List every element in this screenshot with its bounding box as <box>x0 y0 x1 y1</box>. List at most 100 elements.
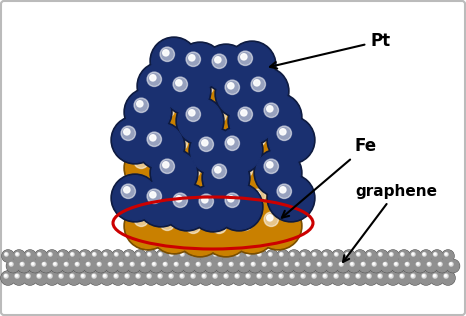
Circle shape <box>255 239 265 249</box>
Circle shape <box>228 206 276 254</box>
Circle shape <box>104 275 105 276</box>
Circle shape <box>130 262 134 266</box>
Circle shape <box>343 271 356 284</box>
Circle shape <box>192 253 194 255</box>
Circle shape <box>225 243 235 253</box>
Circle shape <box>274 263 275 264</box>
Circle shape <box>445 275 446 276</box>
Circle shape <box>111 271 124 284</box>
Circle shape <box>150 192 156 198</box>
Circle shape <box>218 262 222 266</box>
Circle shape <box>244 250 256 262</box>
Circle shape <box>434 253 436 255</box>
Circle shape <box>202 197 208 203</box>
Circle shape <box>364 271 378 285</box>
Circle shape <box>111 271 125 285</box>
Circle shape <box>112 250 124 262</box>
Circle shape <box>310 250 322 262</box>
Circle shape <box>27 253 29 255</box>
Circle shape <box>204 46 248 90</box>
Circle shape <box>197 245 200 248</box>
Circle shape <box>441 271 454 284</box>
Circle shape <box>306 262 310 266</box>
Circle shape <box>403 260 415 272</box>
Circle shape <box>386 271 400 285</box>
Circle shape <box>141 262 145 266</box>
Circle shape <box>284 262 288 266</box>
Circle shape <box>288 250 300 262</box>
Circle shape <box>15 252 19 256</box>
Circle shape <box>84 260 96 272</box>
Circle shape <box>45 271 59 285</box>
Circle shape <box>212 219 226 234</box>
Circle shape <box>59 274 63 278</box>
Circle shape <box>195 243 205 253</box>
Circle shape <box>324 275 326 276</box>
Circle shape <box>137 179 185 227</box>
Circle shape <box>183 244 184 245</box>
Circle shape <box>228 196 234 202</box>
Circle shape <box>46 250 58 262</box>
Circle shape <box>337 260 349 272</box>
Circle shape <box>387 250 398 262</box>
Circle shape <box>13 250 25 262</box>
Circle shape <box>176 139 182 145</box>
Circle shape <box>228 139 234 145</box>
Circle shape <box>228 97 276 145</box>
Circle shape <box>38 252 41 256</box>
Circle shape <box>431 250 443 262</box>
Circle shape <box>258 275 260 276</box>
Circle shape <box>48 274 52 278</box>
Circle shape <box>431 271 444 284</box>
Circle shape <box>163 162 169 168</box>
Circle shape <box>251 132 266 147</box>
Circle shape <box>73 260 85 272</box>
Circle shape <box>126 90 170 134</box>
Circle shape <box>202 140 208 146</box>
Circle shape <box>441 271 455 285</box>
Circle shape <box>270 236 280 246</box>
Circle shape <box>40 260 52 272</box>
Circle shape <box>26 274 30 278</box>
Circle shape <box>356 274 360 278</box>
Circle shape <box>121 184 136 198</box>
Circle shape <box>204 156 248 200</box>
Circle shape <box>20 262 24 266</box>
Circle shape <box>191 72 235 116</box>
Circle shape <box>194 260 206 272</box>
Circle shape <box>230 99 274 143</box>
Circle shape <box>137 157 143 163</box>
Circle shape <box>198 246 199 247</box>
Circle shape <box>304 260 316 272</box>
Circle shape <box>277 184 291 198</box>
Circle shape <box>199 80 213 94</box>
Circle shape <box>365 250 377 262</box>
Circle shape <box>120 263 122 264</box>
Circle shape <box>325 259 338 272</box>
Circle shape <box>355 250 366 262</box>
Circle shape <box>106 260 118 272</box>
Circle shape <box>367 274 371 278</box>
Circle shape <box>180 252 184 256</box>
Circle shape <box>87 263 89 264</box>
Circle shape <box>254 80 260 86</box>
Circle shape <box>370 260 382 272</box>
Circle shape <box>183 260 195 272</box>
Circle shape <box>75 262 79 266</box>
Circle shape <box>9 262 13 266</box>
Circle shape <box>240 241 250 251</box>
Circle shape <box>267 174 315 222</box>
Circle shape <box>137 253 139 255</box>
Circle shape <box>254 271 268 285</box>
Circle shape <box>82 252 85 256</box>
Circle shape <box>368 252 371 256</box>
Circle shape <box>390 275 391 276</box>
Circle shape <box>240 241 250 251</box>
Circle shape <box>317 262 321 266</box>
Circle shape <box>181 253 183 255</box>
Circle shape <box>163 183 211 231</box>
Circle shape <box>153 239 154 240</box>
Circle shape <box>251 262 255 266</box>
Circle shape <box>78 271 91 284</box>
Circle shape <box>115 253 117 255</box>
